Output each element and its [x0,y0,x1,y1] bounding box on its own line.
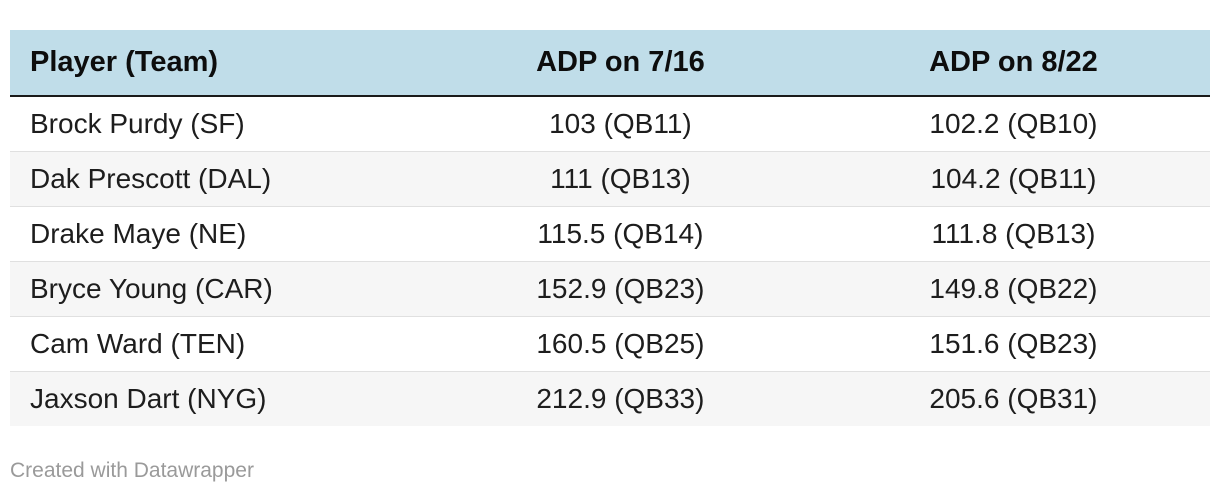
table-row: Drake Maye (NE) 115.5 (QB14) 111.8 (QB13… [10,206,1210,262]
adp-822-cell: 111.8 (QB13) [816,206,1210,262]
adp-716-cell: 103 (QB11) [549,108,692,139]
adp-822-cell: 102.2 (QB10) [929,108,1098,139]
table-header: Player (Team) ADP on 7/16 ADP on 8/22 [10,30,1210,97]
adp-716-cell: 160.5 (QB25) [423,316,817,372]
adp-822-cell: 149.8 (QB22) [816,261,1210,317]
header-adp-716: ADP on 7/16 [423,30,817,97]
adp-822-cell: 151.6 (QB23) [816,316,1210,372]
table-row: Jaxson Dart (NYG) 212.9 (QB33) 205.6 (QB… [10,371,1210,426]
player-cell: Brock Purdy (SF) [30,108,245,139]
adp-822-cell: 104.2 (QB11) [816,151,1210,207]
table-row: Brock Purdy (SF) 103 (QB11) 102.2 (QB10) [10,96,1210,152]
adp-716-cell: 111 (QB13) [423,151,817,207]
adp-716-cell: 115.5 (QB14) [423,206,817,262]
table-row: Cam Ward (TEN) 160.5 (QB25) 151.6 (QB23) [10,316,1210,372]
table-body: Brock Purdy (SF) 103 (QB11) 102.2 (QB10)… [10,96,1210,426]
adp-716-cell: 152.9 (QB23) [423,261,817,317]
player-cell: Dak Prescott (DAL) [10,151,424,207]
player-cell: Cam Ward (TEN) [10,316,424,372]
datawrapper-credit-link[interactable]: Created with Datawrapper [10,459,254,482]
header-adp-822: ADP on 8/22 [816,30,1210,97]
attribution: Created with Datawrapper [10,458,1210,483]
adp-822-cell: 205.6 (QB31) [816,371,1210,426]
table-row: Dak Prescott (DAL) 111 (QB13) 104.2 (QB1… [10,151,1210,207]
player-cell: Drake Maye (NE) [10,206,424,262]
player-cell: Jaxson Dart (NYG) [10,371,424,426]
table-row: Bryce Young (CAR) 152.9 (QB23) 149.8 (QB… [10,261,1210,317]
adp-716-cell: 212.9 (QB33) [423,371,817,426]
header-player-team: Player (Team) [10,30,424,97]
player-cell: Bryce Young (CAR) [10,261,424,317]
header-row: Player (Team) ADP on 7/16 ADP on 8/22 [10,30,1210,97]
adp-comparison-table: Player (Team) ADP on 7/16 ADP on 8/22 Br… [10,30,1210,426]
